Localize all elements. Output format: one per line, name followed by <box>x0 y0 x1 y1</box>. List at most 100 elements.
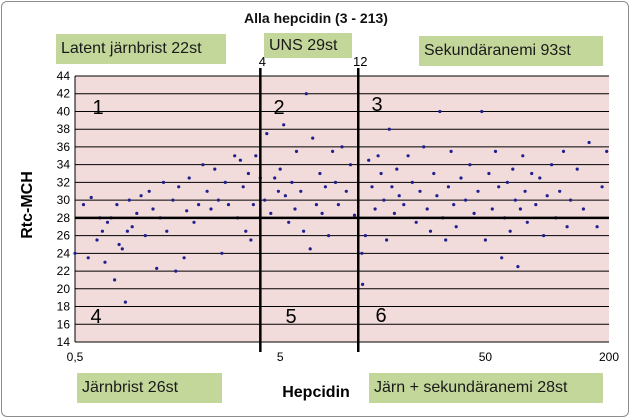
data-point <box>361 282 365 286</box>
data-point <box>523 189 527 193</box>
data-point <box>308 247 312 251</box>
data-point <box>123 300 127 304</box>
data-point <box>497 185 501 189</box>
data-point <box>241 185 245 189</box>
data-point <box>205 189 209 193</box>
x-tick-label: 50 <box>479 350 493 364</box>
annotation-latent-jarnbrist: Latent järnbrist 22st <box>56 34 226 64</box>
data-point <box>379 171 383 176</box>
data-point <box>395 167 399 171</box>
data-point <box>89 195 93 200</box>
annotation-sekundaranemi: Sekundäranemi 93st <box>419 36 603 66</box>
data-point <box>244 229 248 233</box>
data-point <box>187 176 191 180</box>
data-point <box>376 154 380 158</box>
data-point <box>385 238 389 242</box>
data-point <box>530 171 534 176</box>
quadrant-label: 1 <box>92 97 103 119</box>
data-point <box>263 198 267 202</box>
y-tick-label: 30 <box>57 193 71 207</box>
data-point <box>575 167 579 171</box>
data-point <box>246 171 250 176</box>
y-tick-label: 22 <box>57 264 71 278</box>
data-point <box>605 149 609 153</box>
data-point <box>273 176 277 180</box>
data-point <box>452 203 456 207</box>
data-point <box>483 238 487 242</box>
data-point <box>425 207 429 211</box>
data-point <box>269 211 273 215</box>
annotation-uns: UNS 29st <box>264 33 352 58</box>
data-point <box>587 140 591 145</box>
y-tick-label: 40 <box>57 104 71 118</box>
data-point <box>600 185 604 189</box>
y-tick-label: 34 <box>57 158 71 172</box>
data-point <box>171 198 175 202</box>
y-axis-label: Rtc-MCH <box>19 171 36 239</box>
data-point <box>373 207 377 211</box>
data-point <box>438 109 442 114</box>
chart-title: Alla hepcidin (3 - 213) <box>244 10 388 26</box>
threshold-label: 4 <box>259 54 266 69</box>
x-tick-label: 200 <box>599 350 619 364</box>
x-tick-label: 5 <box>277 350 284 364</box>
data-point <box>213 167 217 171</box>
data-point <box>283 194 287 198</box>
data-point <box>595 225 599 229</box>
y-tick-label: 28 <box>57 211 71 225</box>
data-point <box>487 171 491 176</box>
quadrant-label: 2 <box>273 97 284 119</box>
data-point <box>238 158 242 162</box>
y-tick-label: 42 <box>57 87 71 101</box>
y-tick-label: 44 <box>57 69 71 83</box>
data-point <box>223 180 227 184</box>
data-point <box>340 145 344 149</box>
data-point <box>565 225 569 229</box>
data-point <box>304 92 308 96</box>
data-point <box>182 256 186 260</box>
data-point <box>569 198 573 202</box>
data-point <box>174 269 178 273</box>
data-point <box>331 149 335 153</box>
quadrant-label: 3 <box>371 94 382 116</box>
data-point <box>558 189 562 193</box>
data-point <box>370 185 374 189</box>
data-point <box>472 211 476 215</box>
data-point <box>302 229 306 233</box>
data-point <box>130 225 134 229</box>
y-tick-label: 18 <box>57 300 71 314</box>
data-point <box>249 238 253 242</box>
data-point <box>143 234 147 238</box>
x-tick-label: 0,5 <box>67 350 84 364</box>
data-point <box>480 109 484 114</box>
data-point <box>311 136 315 140</box>
plot-area <box>75 76 609 342</box>
data-point <box>521 154 525 158</box>
quadrant-label: 4 <box>90 306 101 328</box>
x-axis-label: Hepcidin <box>282 384 350 401</box>
data-point <box>500 256 504 260</box>
data-point <box>333 180 338 184</box>
data-point <box>197 203 201 207</box>
data-point <box>468 163 472 167</box>
data-point <box>545 194 549 198</box>
data-point <box>135 211 139 215</box>
data-point <box>192 220 196 224</box>
data-point <box>538 176 542 180</box>
data-point <box>265 132 269 136</box>
data-point <box>449 149 453 153</box>
data-point <box>348 163 353 167</box>
data-point <box>290 180 294 184</box>
data-point <box>117 242 121 247</box>
data-point <box>282 123 286 127</box>
data-point <box>165 229 169 233</box>
data-point <box>278 167 282 171</box>
data-point <box>516 265 520 269</box>
data-point <box>147 189 151 193</box>
data-point <box>125 229 129 233</box>
annotation-jarn-sekundaranemi: Järn + sekundäranemi 28st <box>369 373 603 403</box>
data-point <box>251 203 255 207</box>
data-point <box>397 194 401 198</box>
y-tick-label: 36 <box>57 140 71 154</box>
